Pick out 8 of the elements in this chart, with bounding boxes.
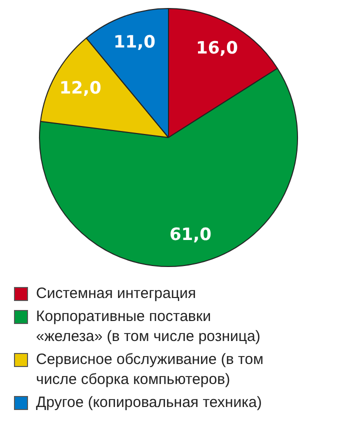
data-label: 16,0	[196, 38, 238, 59]
data-label: 12,0	[59, 78, 102, 98]
data-label: 61,0	[169, 225, 212, 246]
legend-label: Системная интеграция	[36, 284, 196, 304]
legend-label: Корпоративные поставки «железа» (в том числе розница)	[36, 307, 262, 347]
legend-label: Сервисное обслуживание (в том числе сборка компьютеров)	[36, 350, 264, 390]
legend-label: Другое (копировальная техника)	[36, 393, 262, 413]
data-label: 11,0	[113, 32, 156, 52]
